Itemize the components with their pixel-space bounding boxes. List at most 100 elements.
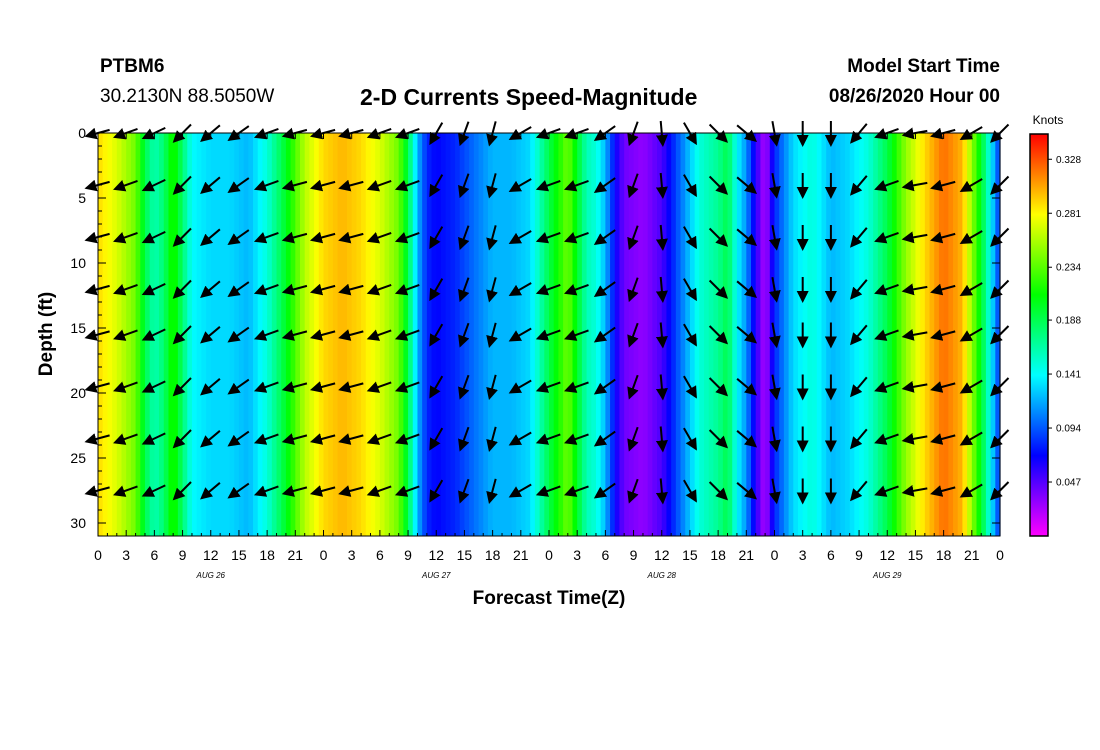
current-vector [901, 432, 928, 445]
current-vector [281, 283, 308, 296]
heatmap-cell [797, 133, 804, 536]
x-tick-label: 9 [179, 547, 187, 563]
heatmap-cell [309, 133, 315, 536]
current-vector [486, 322, 498, 349]
colorbar-tick-label: 0.047 [1056, 478, 1081, 489]
x-tick-label: 15 [457, 547, 473, 563]
heatmap-cell [191, 133, 198, 536]
x-tick-label: 12 [428, 547, 444, 563]
heatmap-cell [328, 133, 334, 536]
heatmap-cell [868, 133, 874, 536]
current-vector [850, 428, 868, 450]
x-day-label: AUG 26 [196, 571, 226, 580]
current-vector [366, 179, 392, 192]
current-vector [253, 433, 279, 445]
current-vector [172, 227, 192, 247]
heatmap-cell [511, 133, 517, 536]
heatmap-cell [896, 133, 902, 536]
current-vector [736, 378, 758, 396]
current-vector [113, 179, 138, 192]
current-vector [309, 231, 336, 244]
current-vector [429, 427, 444, 451]
colorbar-tick-label: 0.234 [1056, 263, 1081, 274]
current-vector [768, 374, 781, 401]
current-vector [593, 281, 616, 298]
x-tick-label: 21 [513, 547, 529, 563]
current-vector [309, 283, 336, 296]
x-day-label: AUG 29 [872, 571, 902, 580]
x-axis: 0 3 6 9 12 15 18 21 0 3 6 9 12 15 18 21 0 3 6 9 12 15 18 21 0 3 6 9… [94, 133, 1004, 580]
colorbar-tick-label: 0.281 [1056, 209, 1081, 220]
x-tick-label: 3 [799, 547, 807, 563]
current-vector [683, 226, 697, 250]
current-vector [338, 283, 364, 296]
current-vector [366, 231, 392, 244]
heatmap-cell [445, 133, 451, 536]
heatmap-cell [638, 133, 644, 536]
current-vector [768, 426, 781, 453]
current-vector [535, 231, 561, 244]
current-vector [535, 283, 561, 296]
current-vector [458, 478, 470, 504]
x-tick-label: 12 [203, 547, 219, 563]
current-vector [535, 485, 561, 497]
heatmap-cell [826, 133, 832, 536]
current-vector [172, 279, 192, 299]
heatmap-cell [502, 133, 508, 536]
heatmap-cell [506, 133, 513, 536]
current-vector [429, 226, 444, 250]
current-vector [959, 282, 983, 296]
heatmap-cell [361, 133, 367, 536]
current-vector [486, 478, 498, 505]
x-tick-label: 15 [908, 547, 924, 563]
heatmap-cell [393, 133, 400, 536]
current-vector [394, 433, 420, 445]
current-vector [200, 176, 221, 194]
current-vector [508, 379, 532, 394]
heatmap-cell [807, 133, 813, 536]
current-vector [593, 482, 616, 499]
heatmap-cell [929, 133, 935, 536]
station-id: PTBM6 [100, 56, 165, 77]
heatmap-cell [765, 133, 771, 536]
current-vector [253, 231, 279, 244]
heatmap-cell [671, 133, 677, 536]
current-vector [253, 179, 279, 192]
current-vector [564, 381, 589, 393]
current-vector [901, 179, 928, 192]
heatmap-cell [901, 133, 907, 536]
colorbar-gradient [1029, 133, 1049, 537]
x-tick-label: 3 [122, 547, 130, 563]
heatmap-cell [976, 133, 982, 536]
current-vector [113, 231, 138, 244]
heatmap-cell [844, 133, 851, 536]
heatmap-cell [694, 133, 700, 536]
current-vector [627, 173, 639, 199]
x-tick-label: 15 [682, 547, 698, 563]
current-vector [655, 478, 668, 505]
y-tick-label: 5 [78, 190, 86, 206]
heatmap-cell [365, 133, 372, 536]
heatmap-cell [553, 133, 559, 536]
x-tick-label: 21 [964, 547, 980, 563]
heatmap-cell [285, 133, 292, 536]
heatmap-cell [478, 133, 484, 536]
current-vector [309, 485, 336, 497]
y-axis-title: Depth (ft) [36, 292, 57, 376]
current-vector [768, 173, 781, 199]
current-vector [564, 231, 589, 244]
current-vector [253, 283, 279, 296]
colorbar-tick-label: 0.188 [1056, 316, 1081, 327]
heatmap-cell [539, 133, 545, 536]
current-vector [683, 174, 697, 198]
heatmap-cell [487, 133, 494, 536]
heatmap-cell [891, 133, 898, 536]
current-vector [394, 485, 420, 497]
heatmap-cell [238, 133, 245, 536]
colorbar-tick-label: 0.094 [1056, 424, 1081, 435]
current-vector [113, 433, 138, 445]
current-vector [736, 176, 758, 194]
current-vector [655, 322, 668, 349]
y-tick-label: 0 [78, 125, 86, 141]
x-tick-label: 0 [94, 547, 102, 563]
